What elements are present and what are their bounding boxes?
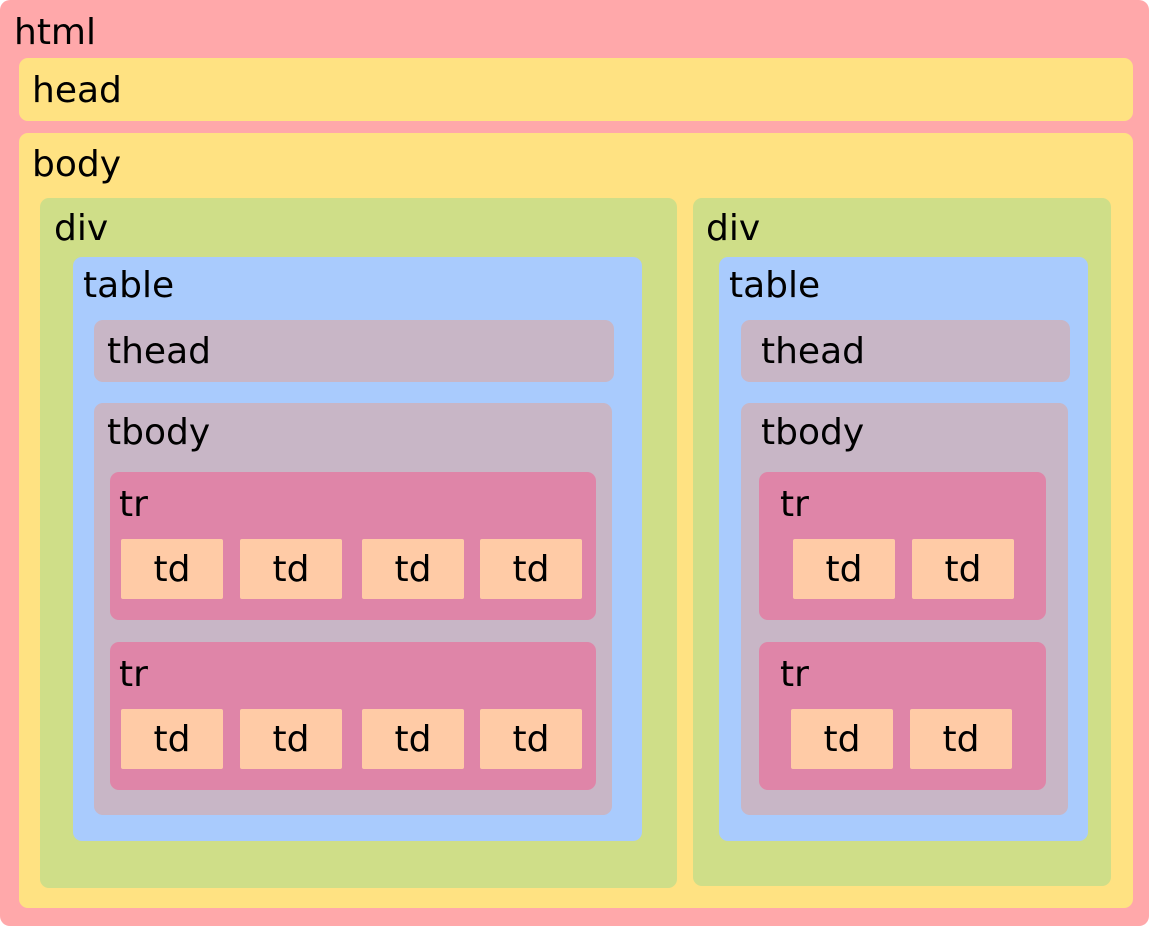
td-left-r2-c1: td [121,709,223,769]
td-left-r1-c1: td [121,539,223,599]
td-right-r1-c2: td [912,539,1014,599]
td-left-r2-c3: td [362,709,464,769]
td-left-r1-c3: td [362,539,464,599]
td-right-r2-c2: td [910,709,1012,769]
table-label-right: table [729,265,821,306]
thead-label-left: thead [107,331,211,372]
thead-box-right: thead [741,320,1070,382]
head-box: head [19,58,1133,121]
tbody-label-right: tbody [761,412,865,453]
td-left-r2-c4: td [480,709,582,769]
tr-label-right-1: tr [780,484,809,525]
tr-label-right-2: tr [780,654,809,695]
html-label: html [14,12,97,53]
td-left-r2-c2: td [240,709,342,769]
div-label-left: div [54,208,109,249]
table-label-left: table [83,265,175,306]
body-label: body [32,144,122,185]
tr-label-left-2: tr [119,654,148,695]
head-label: head [32,70,122,111]
td-right-r1-c1: td [793,539,895,599]
tr-label-left-1: tr [119,484,148,525]
thead-label-right: thead [761,331,865,372]
td-left-r1-c4: td [480,539,582,599]
td-left-r1-c2: td [240,539,342,599]
thead-box-left: thead [94,320,614,382]
td-right-r2-c1: td [791,709,893,769]
tbody-label-left: tbody [107,412,211,453]
div-label-right: div [706,208,761,249]
